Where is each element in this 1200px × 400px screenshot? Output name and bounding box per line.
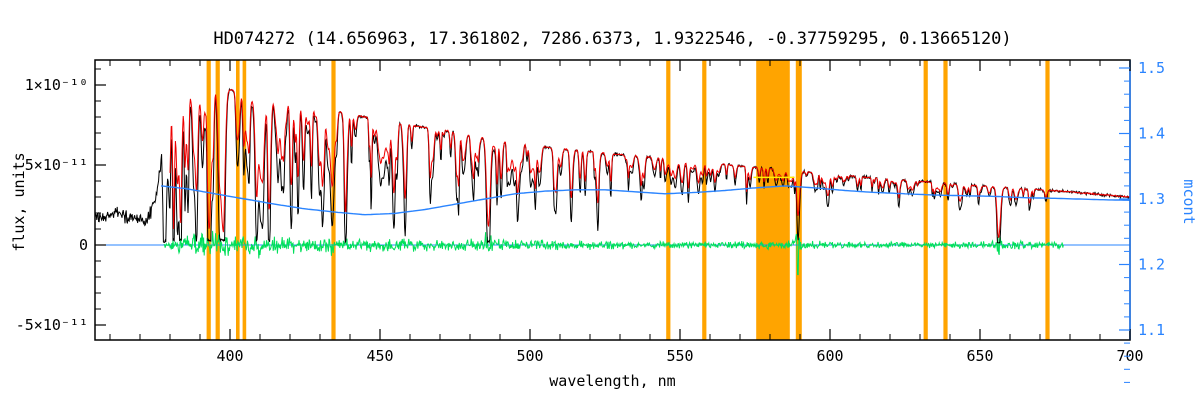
residual-green-series [163, 230, 1064, 276]
masked-band [1045, 60, 1050, 340]
y-left-tick-label: -5×10⁻¹¹ [16, 316, 88, 334]
x-tick-label: 450 [366, 347, 393, 365]
x-tick-label: 600 [816, 347, 843, 365]
y-right-axis-title: mcont [1180, 179, 1198, 224]
x-tick-label: 400 [216, 347, 243, 365]
model-fit-series [169, 88, 1130, 238]
masked-band [236, 60, 240, 340]
masked-band [795, 60, 802, 340]
masked-band [702, 60, 707, 340]
y-right-tick-label: 1.3 [1138, 190, 1165, 208]
plot-area [95, 60, 1130, 340]
y-left-tick-label: 5×10⁻¹¹ [25, 156, 88, 174]
y-right-tick-label: 1.5 [1138, 59, 1165, 77]
x-tick-label: 650 [966, 347, 993, 365]
masked-band [206, 60, 211, 340]
masked-band [943, 60, 948, 340]
x-axis-title: wavelength, nm [549, 372, 675, 390]
masked-band [756, 60, 790, 340]
y-right-tick-label: 1.4 [1138, 125, 1165, 143]
masked-band [242, 60, 247, 340]
y-right-tick-label: 1.1 [1138, 321, 1165, 339]
x-tick-label: 550 [666, 347, 693, 365]
chart-title: HD074272 (14.656963, 17.361802, 7286.637… [213, 29, 1011, 49]
axes: 400 450 500 550 600 650 7001×10⁻¹⁰5×10⁻¹¹0-5×1… [10, 29, 1198, 390]
masked-band [215, 60, 220, 340]
y-right-tick-label: 1.2 [1138, 256, 1165, 274]
masked-band [923, 60, 928, 340]
y-left-axis-title: flux, units [10, 152, 28, 251]
x-tick-label: 500 [516, 347, 543, 365]
masked-band [666, 60, 671, 340]
y-left-tick-label: 0 [79, 236, 88, 254]
y-left-tick-label: 1×10⁻¹⁰ [25, 76, 88, 94]
mcont-curve [160, 185, 1130, 216]
